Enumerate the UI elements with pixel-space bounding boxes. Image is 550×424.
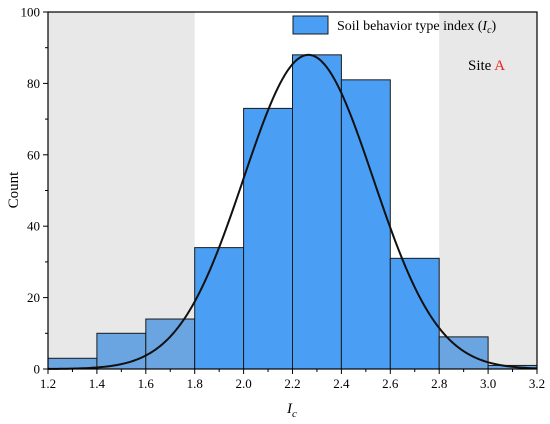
x-tick-label: 3.0 [480,376,496,391]
x-axis-title-sub: c [292,408,297,420]
legend-swatch [292,15,329,35]
shaded-regions [48,12,537,369]
x-tick-label: 2.8 [431,376,447,391]
histogram-bar-8 [389,257,440,370]
x-tick-label: 1.2 [40,376,56,391]
axes [43,11,538,374]
shaded-region-2 [439,12,537,369]
histogram-bar-4 [194,247,245,370]
y-tick-label: 0 [34,362,41,377]
histogram-bar-9 [438,336,489,370]
x-tick-label: 1.8 [187,376,203,391]
y-tick-label: 100 [21,5,41,20]
histogram-bar-6 [292,54,342,370]
y-axis-title: Count [6,171,22,209]
histogram-bar-7 [340,79,391,370]
histogram-bar-5 [243,107,294,370]
x-tick-label: 3.2 [529,376,545,391]
x-tick-label: 2.2 [284,376,300,391]
x-tick-label: 1.6 [138,376,155,391]
legend: Soil behavior type index (Ic) [292,15,497,36]
y-tick-label: 20 [27,290,40,305]
x-tick-label: 1.4 [89,376,106,391]
y-tick-label: 40 [27,219,40,234]
shaded-region-1 [48,12,195,369]
y-tick-label: 80 [27,76,40,91]
x-tick-label: 2.6 [382,376,399,391]
x-tick-label: 2.4 [333,376,350,391]
x-axis-title-main: I [286,401,293,417]
y-tick-label: 60 [27,147,40,162]
tick-labels: 1.2 1.4 1.6 1.8 2.0 2.2 2.4 2.6 2.8 3.0 3.2 0 20 40 60… [21,5,546,392]
normal-fit-curve [47,53,538,370]
fit-curve-layer [47,53,538,370]
x-tick-label: 2.0 [235,376,251,391]
legend-label: Soil behavior type index (Ic) [337,19,497,36]
site-annotation: Site A [468,58,505,74]
histogram-bars [47,54,538,370]
x-axis-title: Ic [286,401,297,420]
histogram-bar-3 [145,318,196,370]
